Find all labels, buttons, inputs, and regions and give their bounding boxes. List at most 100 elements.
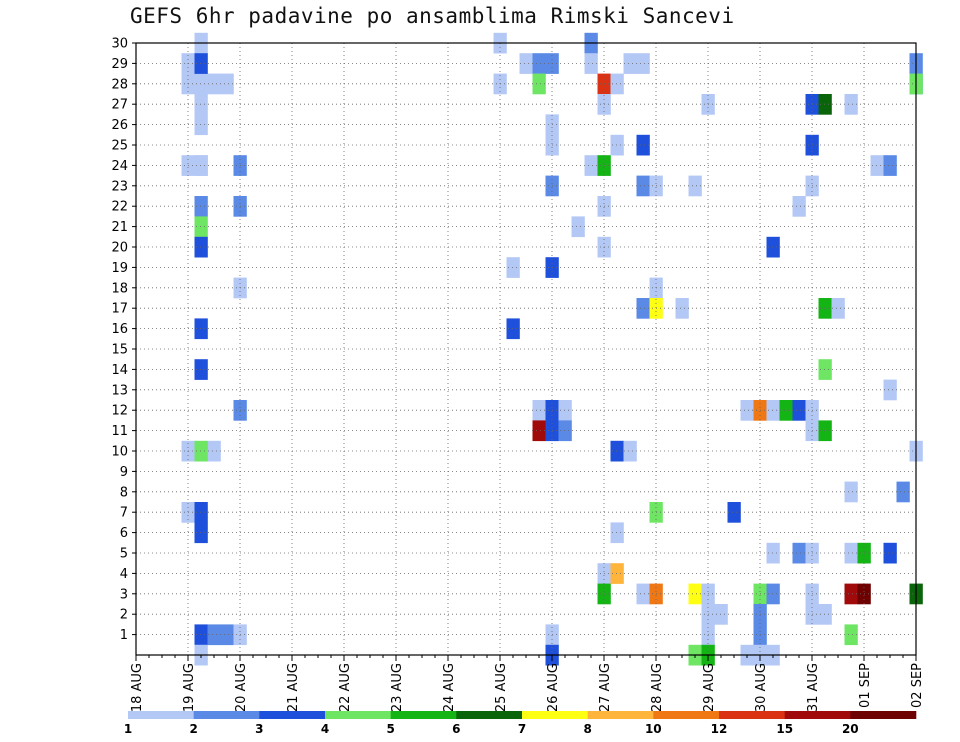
y-tick-label: 19 (111, 261, 128, 276)
heatmap-cell (610, 522, 624, 544)
heatmap-cell (194, 73, 208, 95)
heatmap-cell (766, 542, 780, 564)
heatmap-cell (818, 359, 832, 380)
heatmap-cell (519, 53, 533, 74)
heatmap-cell (610, 134, 624, 156)
legend-color-swatch (850, 711, 917, 719)
y-tick-label: 8 (120, 485, 128, 500)
heatmap-cell (675, 298, 689, 319)
heatmap-cell (207, 440, 221, 462)
heatmap-cell (571, 216, 585, 238)
x-tick-label: 30 AUG (754, 663, 769, 712)
legend-color-swatch (587, 711, 654, 719)
y-tick-label: 3 (120, 587, 128, 602)
y-tick-label: 24 (111, 159, 128, 174)
heatmap-cell (194, 196, 208, 217)
heatmap-cell (506, 318, 520, 340)
heatmap-cell (844, 481, 858, 503)
heatmap-cell (792, 196, 806, 217)
y-tick-label: 18 (111, 281, 128, 296)
legend-label: 7 (518, 722, 526, 736)
heatmap-cell (779, 400, 793, 421)
legend-label: 6 (452, 722, 460, 736)
heatmap-cell (194, 522, 208, 544)
heatmap-cell (818, 604, 832, 625)
heatmap-cell (792, 400, 806, 421)
heatmap-cell (194, 440, 208, 462)
y-tick-label: 10 (111, 445, 128, 460)
heatmap-cell (766, 583, 780, 605)
heatmap-cell (194, 236, 208, 258)
heatmap-cell (844, 542, 858, 564)
heatmap-cell (883, 542, 897, 564)
legend-color-swatch (456, 711, 523, 719)
heatmap-cell (194, 359, 208, 380)
heatmap-cell (207, 624, 221, 646)
heatmap-cell (896, 481, 910, 503)
y-tick-label: 5 (120, 547, 128, 562)
y-tick-label: 15 (111, 343, 128, 358)
heatmap-cell (194, 94, 208, 115)
heatmap-cell (194, 114, 208, 136)
heatmap-cell (220, 624, 234, 646)
heatmap-cell (688, 583, 702, 605)
x-tick-label: 18 AUG (130, 663, 145, 712)
legend-label: 12 (711, 722, 728, 736)
legend-color-swatch (719, 711, 785, 719)
heatmap-cell (844, 94, 858, 115)
x-tick-label: 26 AUG (546, 663, 561, 712)
x-tick-label: 23 AUG (390, 663, 405, 712)
y-tick-label: 2 (120, 608, 128, 623)
y-tick-label: 20 (111, 241, 128, 256)
heatmap-cell (558, 400, 572, 421)
heatmap-cell (636, 175, 650, 197)
heatmap-cell (636, 583, 650, 605)
y-tick-label: 6 (120, 526, 128, 541)
y-tick-label: 26 (111, 118, 128, 133)
x-tick-label: 25 AUG (494, 663, 509, 712)
y-tick-label: 29 (111, 57, 128, 72)
heatmap-cell (584, 155, 598, 176)
heatmap-cell (818, 420, 832, 442)
legend-label: 3 (255, 722, 263, 736)
y-tick-label: 13 (111, 383, 128, 398)
heatmap-cell (532, 400, 546, 421)
heatmap-cell (766, 400, 780, 421)
y-tick-label: 4 (120, 567, 128, 582)
heatmap-cell (194, 502, 208, 523)
heatmap-cell (506, 257, 520, 278)
heatmap-cell (792, 542, 806, 564)
legend-color-swatch (522, 711, 588, 719)
heatmap-cell (740, 400, 754, 421)
heatmap-cell (584, 53, 598, 74)
heatmap-cell (610, 440, 624, 462)
y-tick-label: 22 (111, 200, 128, 215)
x-tick-label: 28 AUG (650, 663, 665, 712)
heatmap-cell (194, 318, 208, 340)
y-tick-label: 9 (120, 465, 128, 480)
x-tick-label: 22 AUG (338, 663, 353, 712)
heatmap-cell (766, 236, 780, 258)
legend-color-swatch (193, 711, 260, 719)
heatmap-cell (532, 420, 546, 442)
y-tick-label: 23 (111, 179, 128, 194)
heatmap-cell (194, 53, 208, 74)
x-tick-label: 24 AUG (442, 663, 457, 712)
x-tick-label: 02 SEP (910, 663, 925, 708)
y-tick-label: 28 (111, 77, 128, 92)
heatmap-cell (610, 563, 624, 584)
heatmap-cell (714, 604, 728, 625)
heatmap-cell (610, 73, 624, 95)
legend-label: 15 (776, 722, 793, 736)
heatmap-cell (194, 155, 208, 176)
heatmap-cell (870, 155, 884, 176)
heatmap-cell (818, 298, 832, 319)
heatmap-cell (623, 440, 637, 462)
heatmap-cell (532, 53, 546, 74)
heatmap-cell (636, 298, 650, 319)
chart-title: GEFS 6hr padavine po ansamblima Rimski S… (130, 4, 735, 28)
y-tick-label: 7 (120, 506, 128, 521)
heatmap-cell (844, 624, 858, 646)
heatmap-cell (688, 175, 702, 197)
